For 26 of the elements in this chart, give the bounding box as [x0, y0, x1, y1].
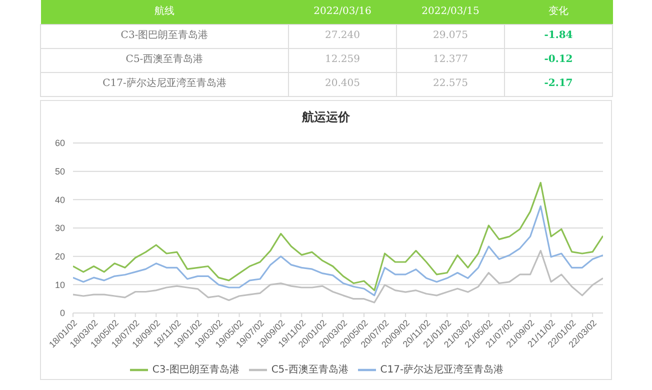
legend-label: C5-西澳至青岛港	[271, 364, 348, 376]
text: 12.259	[288, 48, 396, 72]
line-series	[73, 205, 603, 296]
text: C3-图巴朗至青岛港	[40, 24, 288, 48]
text: 27.240	[288, 24, 396, 48]
y-tick-label: 40	[54, 194, 65, 205]
y-tick-label: 20	[54, 252, 65, 262]
chart-title: 航运运价	[300, 109, 351, 126]
text: 29.075	[396, 24, 504, 48]
y-tick-label: 10	[54, 280, 65, 290]
y-tick-label: 30	[54, 223, 65, 234]
text: 22.575	[396, 72, 504, 96]
text: 12.377	[396, 48, 504, 72]
text: -2.17	[504, 72, 612, 96]
legend-label: C17-萨尔达尼亚湾至青岛港	[380, 364, 504, 376]
y-tick-label: 60	[54, 138, 65, 148]
line-series	[73, 250, 603, 304]
line-series	[73, 182, 603, 292]
y-tick-label: 50	[54, 166, 65, 177]
legend-label: C3-图巴朗至青岛港	[152, 364, 240, 376]
text: 20.405	[288, 72, 396, 96]
text: C5-西澳至青岛港	[40, 48, 288, 72]
text: C17-萨尔达尼亚湾至青岛港	[40, 72, 288, 96]
text: -1.84	[504, 24, 612, 48]
y-tick-label: 0	[60, 308, 65, 318]
text: -0.12	[504, 48, 612, 72]
